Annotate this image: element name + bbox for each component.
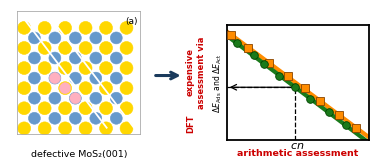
Circle shape xyxy=(18,21,31,34)
Text: arithmetic assessment: arithmetic assessment xyxy=(237,149,358,158)
Circle shape xyxy=(70,32,81,44)
Circle shape xyxy=(18,122,31,135)
Circle shape xyxy=(120,41,133,54)
Text: DFT: DFT xyxy=(186,115,195,133)
Circle shape xyxy=(59,82,71,95)
Circle shape xyxy=(120,21,133,34)
Circle shape xyxy=(99,122,113,135)
Circle shape xyxy=(59,102,71,115)
Circle shape xyxy=(38,82,51,95)
Circle shape xyxy=(90,52,102,64)
Circle shape xyxy=(70,93,81,104)
Circle shape xyxy=(79,102,92,115)
Circle shape xyxy=(28,92,40,104)
Circle shape xyxy=(110,72,122,84)
Circle shape xyxy=(110,112,122,124)
Circle shape xyxy=(59,41,71,54)
Circle shape xyxy=(120,102,133,115)
Circle shape xyxy=(59,122,71,135)
Circle shape xyxy=(99,82,113,95)
Circle shape xyxy=(49,92,61,104)
Circle shape xyxy=(18,102,31,115)
X-axis label: $cn$: $cn$ xyxy=(290,141,305,151)
Circle shape xyxy=(59,62,71,75)
Circle shape xyxy=(99,21,113,34)
Circle shape xyxy=(50,73,60,84)
Text: (a): (a) xyxy=(125,17,138,26)
Circle shape xyxy=(49,52,61,64)
Circle shape xyxy=(120,82,133,95)
Circle shape xyxy=(79,41,92,54)
Circle shape xyxy=(70,112,81,124)
Circle shape xyxy=(79,62,92,75)
Circle shape xyxy=(79,122,92,135)
Circle shape xyxy=(99,62,113,75)
Circle shape xyxy=(38,122,51,135)
Circle shape xyxy=(90,32,102,44)
Circle shape xyxy=(28,72,40,84)
Circle shape xyxy=(110,92,122,104)
Circle shape xyxy=(49,112,61,124)
Circle shape xyxy=(99,41,113,54)
Circle shape xyxy=(90,112,102,124)
Y-axis label: $\Delta E_{\rm Ads}$ and $\Delta E_{\rm Act}$: $\Delta E_{\rm Ads}$ and $\Delta E_{\rm … xyxy=(212,53,224,113)
Circle shape xyxy=(18,82,31,95)
Circle shape xyxy=(110,52,122,64)
Circle shape xyxy=(18,41,31,54)
Circle shape xyxy=(79,21,92,34)
Circle shape xyxy=(38,41,51,54)
Circle shape xyxy=(90,92,102,104)
Circle shape xyxy=(28,32,40,44)
Circle shape xyxy=(110,32,122,44)
Circle shape xyxy=(49,32,61,44)
Circle shape xyxy=(79,82,92,95)
Circle shape xyxy=(70,72,81,84)
Circle shape xyxy=(38,21,51,34)
Circle shape xyxy=(120,62,133,75)
Circle shape xyxy=(99,102,113,115)
Circle shape xyxy=(38,102,51,115)
Circle shape xyxy=(18,62,31,75)
Circle shape xyxy=(28,52,40,64)
Circle shape xyxy=(70,92,81,104)
Circle shape xyxy=(28,112,40,124)
Circle shape xyxy=(60,83,71,94)
Circle shape xyxy=(90,72,102,84)
Text: expensive
assessment via: expensive assessment via xyxy=(186,34,206,109)
Circle shape xyxy=(120,122,133,135)
Circle shape xyxy=(59,21,71,34)
Circle shape xyxy=(70,52,81,64)
Circle shape xyxy=(49,72,61,84)
Text: defective MoS₂(001): defective MoS₂(001) xyxy=(31,150,128,159)
Circle shape xyxy=(38,62,51,75)
